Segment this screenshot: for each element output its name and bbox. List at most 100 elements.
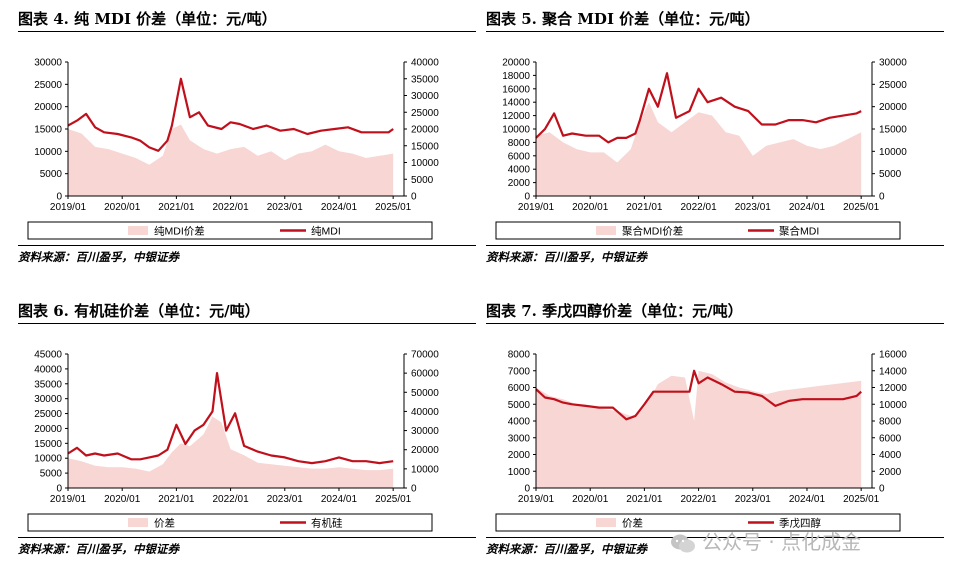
figure-title: 图表 4. 纯 MDI 价差（单位：元/吨） xyxy=(18,10,277,28)
right-tick-label: 14000 xyxy=(879,366,907,377)
left-tick-label: 45000 xyxy=(34,350,62,361)
left-tick-label: 20000 xyxy=(34,424,62,435)
left-tick-label: 8000 xyxy=(508,350,531,361)
legend-label-area: 聚合MDI价差 xyxy=(622,225,683,238)
right-tick-label: 2000 xyxy=(879,467,902,478)
source-note: 资料来源：百川盈孚，中银证券 xyxy=(18,542,179,556)
legend-label-area: 价差 xyxy=(622,517,643,530)
x-tick-label: 2025/01 xyxy=(375,494,412,505)
left-tick-label: 2000 xyxy=(508,178,531,189)
watermark: 公众号 · 点化成金 xyxy=(670,526,861,555)
chart-panel-polymeric-mdi: 图表 5. 聚合 MDI 价差（单位：元/吨） 资料来源：百川盈孚，中银证券 0 20… xyxy=(486,0,944,280)
figure-title: 图表 6. 有机硅价差（单位：元/吨） xyxy=(18,302,260,320)
left-tick-label: 5000 xyxy=(40,169,63,180)
left-tick-label: 8000 xyxy=(508,138,531,149)
right-tick-label: 10000 xyxy=(411,158,439,169)
legend-swatch-area xyxy=(596,226,616,235)
right-tick-label: 20000 xyxy=(879,102,907,113)
left-tick-label: 3000 xyxy=(508,433,531,444)
legend-label-area: 价差 xyxy=(154,517,175,530)
right-tick-label: 15000 xyxy=(879,125,907,136)
x-tick-label: 2025/01 xyxy=(843,494,880,505)
right-tick-label: 0 xyxy=(411,484,417,495)
chart-panel-pure-mdi: 图表 4. 纯 MDI 价差（单位：元/吨） 资料来源：百川盈孚，中银证券 0 500… xyxy=(18,0,476,280)
left-tick-label: 14000 xyxy=(502,98,530,109)
right-tick-label: 4000 xyxy=(879,450,902,461)
x-tick-label: 2022/01 xyxy=(681,202,718,213)
x-tick-label: 2023/01 xyxy=(735,494,772,505)
x-tick-label: 2022/01 xyxy=(681,494,718,505)
right-tick-label: 60000 xyxy=(411,369,439,380)
x-tick-label: 2020/01 xyxy=(572,202,609,213)
right-tick-label: 70000 xyxy=(411,350,439,361)
left-tick-label: 15000 xyxy=(34,125,62,136)
left-tick-label: 25000 xyxy=(34,80,62,91)
left-tick-label: 30000 xyxy=(34,394,62,405)
right-tick-label: 30000 xyxy=(411,426,439,437)
right-tick-label: 20000 xyxy=(411,445,439,456)
x-tick-label: 2020/01 xyxy=(104,202,141,213)
right-tick-label: 10000 xyxy=(879,400,907,411)
source-rule xyxy=(486,537,944,538)
legend xyxy=(495,221,901,240)
area-series xyxy=(68,416,394,488)
source-note: 资料来源：百川盈孚，中银证券 xyxy=(486,542,647,556)
x-tick-label: 2020/01 xyxy=(104,494,141,505)
left-tick-label: 4000 xyxy=(508,165,531,176)
legend-label-line: 有机硅 xyxy=(311,517,343,530)
source-rule xyxy=(18,245,476,246)
title-rule xyxy=(18,31,476,32)
left-tick-label: 0 xyxy=(524,192,530,203)
x-tick-label: 2024/01 xyxy=(789,202,826,213)
source-rule xyxy=(486,245,944,246)
x-tick-label: 2021/01 xyxy=(158,202,195,213)
legend-swatch-area xyxy=(128,518,148,527)
legend xyxy=(27,221,433,240)
left-tick-label: 30000 xyxy=(34,58,62,69)
left-tick-label: 40000 xyxy=(34,364,62,375)
left-tick-label: 12000 xyxy=(502,111,530,122)
left-tick-label: 5000 xyxy=(40,469,63,480)
left-tick-label: 16000 xyxy=(502,84,530,95)
left-tick-label: 20000 xyxy=(502,58,530,69)
legend-label-line: 季戊四醇 xyxy=(779,517,821,530)
left-tick-label: 18000 xyxy=(502,71,530,82)
chart-svg: 0 5000 10000 15000 20000 25000 30000 0 5000 10000… xyxy=(27,58,439,240)
right-tick-label: 15000 xyxy=(411,141,439,152)
right-tick-label: 30000 xyxy=(879,58,907,69)
legend-swatch-area xyxy=(128,226,148,235)
title-rule xyxy=(18,323,476,324)
left-tick-label: 5000 xyxy=(508,400,531,411)
right-tick-label: 20000 xyxy=(411,125,439,136)
right-tick-label: 0 xyxy=(879,192,885,203)
chart-svg: 0 1000 2000 3000 4000 5000 6000 7000 8000 0 2000 40… xyxy=(495,350,907,532)
x-tick-label: 2021/01 xyxy=(626,202,663,213)
right-tick-label: 5000 xyxy=(411,175,434,186)
x-tick-label: 2019/01 xyxy=(50,202,87,213)
x-tick-label: 2023/01 xyxy=(267,494,304,505)
line-series xyxy=(535,369,862,421)
x-tick-label: 2025/01 xyxy=(843,202,880,213)
right-tick-label: 6000 xyxy=(879,433,902,444)
x-tick-label: 2024/01 xyxy=(321,494,358,505)
legend-label-area: 纯MDI价差 xyxy=(154,225,205,238)
area-series xyxy=(536,370,862,488)
left-tick-label: 10000 xyxy=(34,147,62,158)
line-series xyxy=(67,371,394,465)
left-tick-label: 20000 xyxy=(34,102,62,113)
title-rule xyxy=(486,31,944,32)
source-note: 资料来源：百川盈孚，中银证券 xyxy=(486,250,647,264)
left-tick-label: 6000 xyxy=(508,151,531,162)
right-tick-label: 50000 xyxy=(411,388,439,399)
area-series xyxy=(68,124,394,196)
left-tick-label: 10000 xyxy=(502,125,530,136)
left-tick-label: 15000 xyxy=(34,439,62,450)
left-tick-label: 1000 xyxy=(508,467,531,478)
right-tick-label: 10000 xyxy=(879,147,907,158)
left-tick-label: 10000 xyxy=(34,454,62,465)
right-tick-label: 40000 xyxy=(411,407,439,418)
right-tick-label: 10000 xyxy=(411,464,439,475)
right-tick-label: 0 xyxy=(879,484,885,495)
wechat-icon xyxy=(671,534,695,552)
x-tick-label: 2022/01 xyxy=(213,202,250,213)
